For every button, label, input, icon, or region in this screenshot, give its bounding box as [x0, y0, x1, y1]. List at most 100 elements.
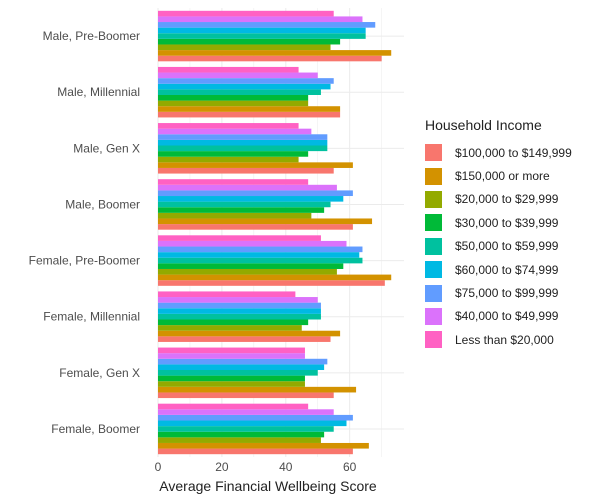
- bar: [158, 403, 309, 410]
- x-tick-label: 0: [155, 460, 162, 474]
- bar: [158, 330, 341, 337]
- bar: [158, 106, 341, 112]
- bar: [158, 353, 305, 359]
- bar: [158, 224, 353, 230]
- legend-label: $60,000 to $74,999: [455, 262, 559, 277]
- bar: [158, 246, 363, 253]
- bars: [158, 10, 392, 455]
- bar: [158, 268, 337, 275]
- bar: [158, 111, 341, 118]
- legend-items: $100,000 to $149,999 $150,000 or more $20,…: [425, 141, 572, 352]
- bar: [158, 179, 309, 185]
- legend-title: Household Income: [425, 117, 542, 133]
- legend-swatch: [425, 190, 442, 208]
- x-axis-title: Average Financial Wellbeing Score: [159, 478, 377, 494]
- bar: [158, 196, 344, 202]
- bar: [158, 313, 321, 320]
- bar: [158, 184, 337, 191]
- bar: [158, 319, 309, 326]
- y-tick-label: Female, Gen X: [59, 366, 140, 380]
- bar: [158, 162, 353, 168]
- bar: [158, 33, 366, 39]
- bar: [158, 218, 373, 225]
- bar: [158, 128, 312, 135]
- legend-label: $100,000 to $149,999: [455, 145, 572, 160]
- legend-item: $75,000 to $99,999: [425, 281, 572, 304]
- y-axis-labels: Female, Boomer Female, Gen X Female, Mille…: [29, 29, 140, 436]
- bar: [158, 431, 325, 438]
- bar: [158, 66, 299, 73]
- y-tick-label: Male, Millennial: [57, 85, 140, 99]
- bar: [158, 257, 363, 264]
- bar: [158, 252, 360, 258]
- legend-label: $30,000 to $39,999: [455, 215, 559, 230]
- legend-swatch: [425, 331, 442, 349]
- bar: [158, 10, 334, 17]
- y-tick-label: Female, Pre-Boomer: [29, 254, 140, 268]
- bar: [158, 420, 347, 427]
- legend-swatch: [425, 167, 442, 185]
- legend-item: $60,000 to $74,999: [425, 258, 572, 281]
- legend-swatch: [425, 307, 442, 325]
- bar: [158, 100, 309, 107]
- legend-label: Less than $20,000: [455, 332, 554, 347]
- bar: [158, 291, 296, 298]
- bar: [158, 89, 321, 95]
- x-axis-tick-labels: 0 20 40 60: [155, 460, 357, 474]
- bar: [158, 16, 363, 23]
- bar: [158, 364, 325, 371]
- legend-swatch: [425, 144, 442, 162]
- bar: [158, 78, 334, 84]
- legend-item: $50,000 to $59,999: [425, 235, 572, 258]
- bar: [158, 94, 309, 101]
- bar: [158, 123, 299, 129]
- bar: [158, 375, 305, 382]
- y-tick-label: Female, Boomer: [51, 422, 140, 436]
- x-tick-label: 20: [215, 460, 229, 474]
- bar: [158, 325, 302, 331]
- legend-swatch: [425, 214, 442, 232]
- bar: [158, 358, 328, 365]
- legend-swatch: [425, 261, 442, 279]
- legend-swatch: [425, 284, 442, 302]
- bar: [158, 22, 376, 28]
- bar: [158, 139, 328, 146]
- bar: [158, 308, 321, 314]
- bar: [158, 381, 305, 387]
- legend-label: $150,000 or more: [455, 169, 550, 184]
- legend-item: $30,000 to $39,999: [425, 211, 572, 234]
- bar: [158, 212, 312, 219]
- bar: [158, 392, 334, 399]
- y-tick-label: Male, Gen X: [73, 141, 140, 155]
- bar: [158, 83, 331, 90]
- bar: [158, 38, 341, 45]
- x-tick-label: 40: [279, 460, 293, 474]
- bar: [158, 442, 369, 449]
- bar: [158, 50, 392, 56]
- bar: [158, 240, 347, 247]
- bar: [158, 426, 334, 432]
- legend-item: Less than $20,000: [425, 328, 572, 351]
- bar: [158, 448, 353, 455]
- bar: [158, 134, 328, 140]
- legend-item: $100,000 to $149,999: [425, 141, 572, 164]
- bar: [158, 145, 328, 152]
- bar: [158, 190, 353, 197]
- legend-label: $50,000 to $59,999: [455, 239, 559, 254]
- bar: [158, 386, 357, 393]
- bar: [158, 370, 318, 376]
- bar: [158, 274, 392, 281]
- y-tick-label: Male, Pre-Boomer: [43, 29, 140, 43]
- y-tick-label: Female, Millennial: [43, 310, 140, 324]
- legend: Household Income $100,000 to $149,999 $15…: [425, 117, 572, 352]
- bar: [158, 167, 334, 174]
- legend-item: $40,000 to $49,999: [425, 305, 572, 328]
- bar: [158, 263, 344, 269]
- bar: [158, 44, 331, 51]
- bar: [158, 55, 382, 62]
- y-tick-label: Male, Boomer: [65, 197, 140, 211]
- legend-label: $40,000 to $49,999: [455, 309, 559, 324]
- bar: [158, 201, 331, 208]
- legend-item: $150,000 or more: [425, 164, 572, 187]
- bar: [158, 27, 366, 34]
